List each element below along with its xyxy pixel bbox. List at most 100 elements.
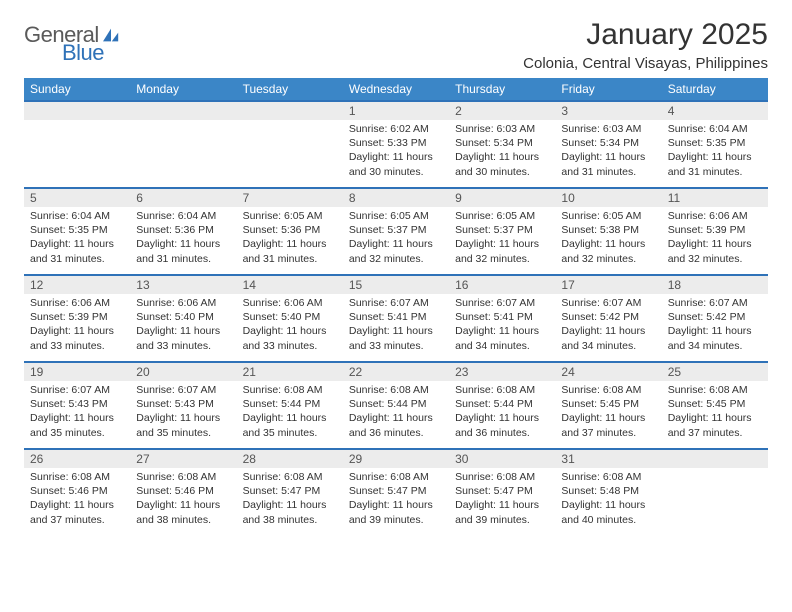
sunset-line: Sunset: 5:47 PM	[455, 484, 549, 498]
daylight-line: Daylight: 11 hours and 37 minutes.	[668, 411, 762, 439]
day-details-cell: Sunrise: 6:03 AMSunset: 5:34 PMDaylight:…	[555, 120, 661, 188]
daylight-line: Daylight: 11 hours and 38 minutes.	[243, 498, 337, 526]
sunrise-line: Sunrise: 6:04 AM	[136, 209, 230, 223]
day-details-cell	[130, 120, 236, 188]
sunrise-line: Sunrise: 6:07 AM	[30, 383, 124, 397]
day-header: Thursday	[449, 78, 555, 101]
day-number-cell: 24	[555, 362, 661, 381]
day-details-cell	[237, 120, 343, 188]
sunset-line: Sunset: 5:35 PM	[30, 223, 124, 237]
daylight-line: Daylight: 11 hours and 32 minutes.	[668, 237, 762, 265]
sunset-line: Sunset: 5:42 PM	[668, 310, 762, 324]
day-header: Sunday	[24, 78, 130, 101]
day-number-cell: 5	[24, 188, 130, 207]
day-number-cell: 8	[343, 188, 449, 207]
day-details-cell: Sunrise: 6:06 AMSunset: 5:39 PMDaylight:…	[24, 294, 130, 362]
sunset-line: Sunset: 5:34 PM	[561, 136, 655, 150]
sunrise-line: Sunrise: 6:07 AM	[561, 296, 655, 310]
day-details-cell	[662, 468, 768, 536]
day-number-cell: 29	[343, 449, 449, 468]
daylight-line: Daylight: 11 hours and 39 minutes.	[455, 498, 549, 526]
sunrise-line: Sunrise: 6:07 AM	[455, 296, 549, 310]
sunrise-line: Sunrise: 6:08 AM	[561, 470, 655, 484]
day-number-cell: 28	[237, 449, 343, 468]
day-number-cell: 31	[555, 449, 661, 468]
location-subtitle: Colonia, Central Visayas, Philippines	[523, 55, 768, 72]
day-number-cell: 12	[24, 275, 130, 294]
day-header: Tuesday	[237, 78, 343, 101]
sunrise-line: Sunrise: 6:03 AM	[561, 122, 655, 136]
sunset-line: Sunset: 5:37 PM	[349, 223, 443, 237]
sunrise-line: Sunrise: 6:08 AM	[455, 470, 549, 484]
daylight-line: Daylight: 11 hours and 32 minutes.	[349, 237, 443, 265]
day-details-cell: Sunrise: 6:08 AMSunset: 5:44 PMDaylight:…	[237, 381, 343, 449]
day-header: Saturday	[662, 78, 768, 101]
daylight-line: Daylight: 11 hours and 40 minutes.	[561, 498, 655, 526]
daylight-line: Daylight: 11 hours and 35 minutes.	[243, 411, 337, 439]
daylight-line: Daylight: 11 hours and 34 minutes.	[455, 324, 549, 352]
day-number-cell: 25	[662, 362, 768, 381]
sunrise-line: Sunrise: 6:08 AM	[349, 383, 443, 397]
sunset-line: Sunset: 5:46 PM	[30, 484, 124, 498]
day-details-cell: Sunrise: 6:06 AMSunset: 5:39 PMDaylight:…	[662, 207, 768, 275]
calendar-table: SundayMondayTuesdayWednesdayThursdayFrid…	[24, 78, 768, 536]
day-details-cell: Sunrise: 6:08 AMSunset: 5:46 PMDaylight:…	[130, 468, 236, 536]
brand-logo: GeneralBlue	[24, 24, 121, 64]
day-number-cell: 26	[24, 449, 130, 468]
daylight-line: Daylight: 11 hours and 31 minutes.	[243, 237, 337, 265]
day-details-cell: Sunrise: 6:08 AMSunset: 5:44 PMDaylight:…	[449, 381, 555, 449]
day-details-cell: Sunrise: 6:05 AMSunset: 5:38 PMDaylight:…	[555, 207, 661, 275]
day-number-cell: 19	[24, 362, 130, 381]
daylight-line: Daylight: 11 hours and 36 minutes.	[349, 411, 443, 439]
sunrise-line: Sunrise: 6:08 AM	[243, 383, 337, 397]
sunrise-line: Sunrise: 6:04 AM	[668, 122, 762, 136]
day-number-cell: 18	[662, 275, 768, 294]
sunset-line: Sunset: 5:45 PM	[668, 397, 762, 411]
daylight-line: Daylight: 11 hours and 31 minutes.	[136, 237, 230, 265]
day-number-cell: 3	[555, 101, 661, 120]
day-details-cell: Sunrise: 6:08 AMSunset: 5:45 PMDaylight:…	[662, 381, 768, 449]
day-details-cell: Sunrise: 6:07 AMSunset: 5:41 PMDaylight:…	[449, 294, 555, 362]
sunrise-line: Sunrise: 6:02 AM	[349, 122, 443, 136]
day-number-cell: 10	[555, 188, 661, 207]
day-number-cell: 27	[130, 449, 236, 468]
day-number-cell	[24, 101, 130, 120]
sunrise-line: Sunrise: 6:06 AM	[136, 296, 230, 310]
sunset-line: Sunset: 5:41 PM	[349, 310, 443, 324]
sunrise-line: Sunrise: 6:08 AM	[668, 383, 762, 397]
daylight-line: Daylight: 11 hours and 36 minutes.	[455, 411, 549, 439]
day-details-cell: Sunrise: 6:08 AMSunset: 5:47 PMDaylight:…	[237, 468, 343, 536]
day-details-cell: Sunrise: 6:05 AMSunset: 5:37 PMDaylight:…	[449, 207, 555, 275]
daylight-line: Daylight: 11 hours and 33 minutes.	[243, 324, 337, 352]
day-details-cell: Sunrise: 6:03 AMSunset: 5:34 PMDaylight:…	[449, 120, 555, 188]
daylight-line: Daylight: 11 hours and 31 minutes.	[30, 237, 124, 265]
brand-word-2: Blue	[62, 42, 121, 64]
day-details-cell: Sunrise: 6:08 AMSunset: 5:47 PMDaylight:…	[343, 468, 449, 536]
sunset-line: Sunset: 5:35 PM	[668, 136, 762, 150]
sunrise-line: Sunrise: 6:08 AM	[455, 383, 549, 397]
sunrise-line: Sunrise: 6:08 AM	[349, 470, 443, 484]
sunset-line: Sunset: 5:36 PM	[136, 223, 230, 237]
day-details-cell: Sunrise: 6:08 AMSunset: 5:48 PMDaylight:…	[555, 468, 661, 536]
sunrise-line: Sunrise: 6:05 AM	[349, 209, 443, 223]
calendar-header-row: SundayMondayTuesdayWednesdayThursdayFrid…	[24, 78, 768, 101]
page-header: GeneralBlue January 2025 Colonia, Centra…	[24, 18, 768, 72]
day-details-cell: Sunrise: 6:07 AMSunset: 5:42 PMDaylight:…	[662, 294, 768, 362]
day-number-cell: 9	[449, 188, 555, 207]
day-details-cell	[24, 120, 130, 188]
day-number-cell: 20	[130, 362, 236, 381]
daylight-line: Daylight: 11 hours and 33 minutes.	[349, 324, 443, 352]
day-number-cell: 13	[130, 275, 236, 294]
daylight-line: Daylight: 11 hours and 32 minutes.	[561, 237, 655, 265]
sunrise-line: Sunrise: 6:07 AM	[349, 296, 443, 310]
sunset-line: Sunset: 5:40 PM	[136, 310, 230, 324]
sunrise-line: Sunrise: 6:08 AM	[561, 383, 655, 397]
sunrise-line: Sunrise: 6:05 AM	[455, 209, 549, 223]
sunrise-line: Sunrise: 6:06 AM	[30, 296, 124, 310]
daylight-line: Daylight: 11 hours and 32 minutes.	[455, 237, 549, 265]
sunset-line: Sunset: 5:46 PM	[136, 484, 230, 498]
sunrise-line: Sunrise: 6:06 AM	[668, 209, 762, 223]
sunset-line: Sunset: 5:40 PM	[243, 310, 337, 324]
day-details-cell: Sunrise: 6:08 AMSunset: 5:44 PMDaylight:…	[343, 381, 449, 449]
daylight-line: Daylight: 11 hours and 37 minutes.	[561, 411, 655, 439]
